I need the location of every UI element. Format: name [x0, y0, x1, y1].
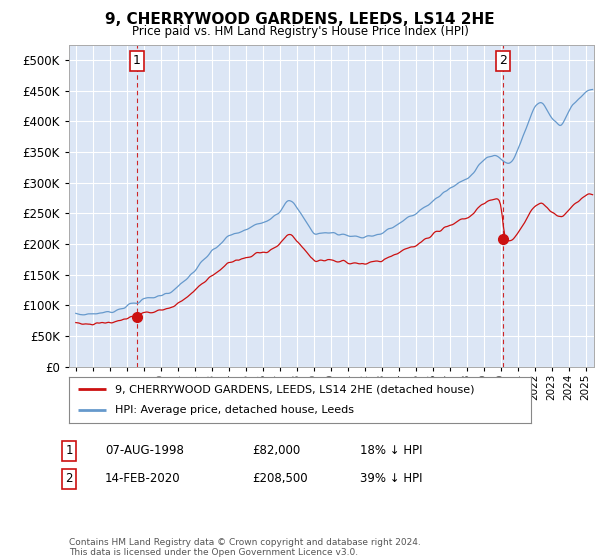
Text: 2: 2 [499, 54, 506, 67]
Text: 9, CHERRYWOOD GARDENS, LEEDS, LS14 2HE: 9, CHERRYWOOD GARDENS, LEEDS, LS14 2HE [105, 12, 495, 27]
Text: 1: 1 [65, 444, 73, 458]
Text: 2: 2 [65, 472, 73, 486]
Text: £82,000: £82,000 [252, 444, 300, 458]
Text: 39% ↓ HPI: 39% ↓ HPI [360, 472, 422, 486]
Text: 1: 1 [133, 54, 141, 67]
Text: 14-FEB-2020: 14-FEB-2020 [105, 472, 181, 486]
Text: Price paid vs. HM Land Registry's House Price Index (HPI): Price paid vs. HM Land Registry's House … [131, 25, 469, 38]
Text: HPI: Average price, detached house, Leeds: HPI: Average price, detached house, Leed… [115, 405, 354, 416]
Text: 07-AUG-1998: 07-AUG-1998 [105, 444, 184, 458]
Text: 9, CHERRYWOOD GARDENS, LEEDS, LS14 2HE (detached house): 9, CHERRYWOOD GARDENS, LEEDS, LS14 2HE (… [115, 384, 475, 394]
Text: Contains HM Land Registry data © Crown copyright and database right 2024.
This d: Contains HM Land Registry data © Crown c… [69, 538, 421, 557]
Text: £208,500: £208,500 [252, 472, 308, 486]
Text: 18% ↓ HPI: 18% ↓ HPI [360, 444, 422, 458]
